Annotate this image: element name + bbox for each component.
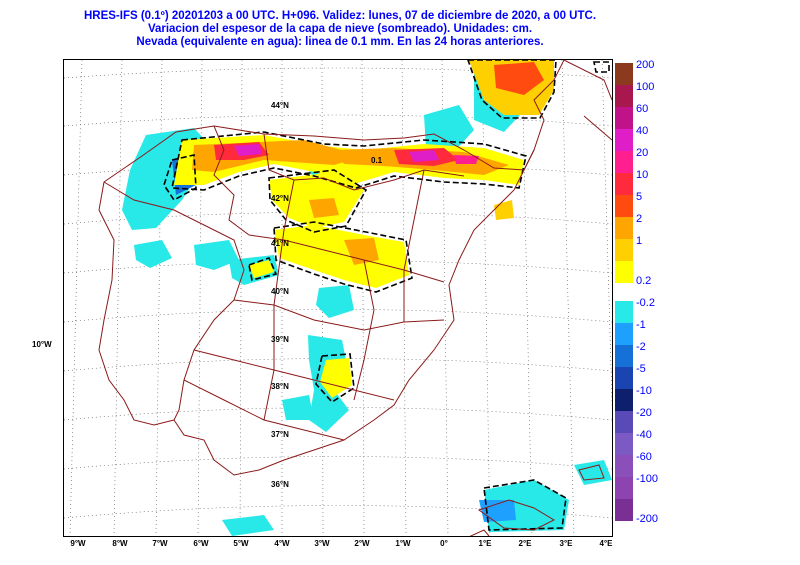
legend-label-neg-0: -0.2 xyxy=(636,297,655,309)
melt-area-mallorca-core xyxy=(479,500,516,522)
snow-area-gredos xyxy=(249,260,274,278)
legend-swatch-neg-2 xyxy=(615,345,633,367)
lon-label-5w: 5°W xyxy=(233,539,249,548)
legend-swatch-pos-0 xyxy=(615,63,633,85)
legend-swatch-neg-1 xyxy=(615,323,633,345)
legend-label-neg-8: -100 xyxy=(636,473,659,485)
legend-swatch-neg-6 xyxy=(615,433,633,455)
legend-label-pos-4: 20 xyxy=(636,147,649,159)
legend-swatch-neg-3 xyxy=(615,367,633,389)
snow-area-sistema-iberico xyxy=(274,225,409,288)
lon-label-4e: 4°E xyxy=(599,539,613,548)
legend-swatch-neg-0 xyxy=(615,301,633,323)
lon-label-2w: 2°W xyxy=(354,539,370,548)
legend-label-pos-5: 10 xyxy=(636,169,649,181)
snow-depth-map: 44°N 0.1 42°N 41°N 40°N 39°N 38°N 37°N 3… xyxy=(63,59,613,537)
legend-label-neg-4: -10 xyxy=(636,385,652,397)
legend-label-neg-7: -60 xyxy=(636,451,652,463)
coastline-borders xyxy=(98,60,612,536)
title-line-2: Variacion del espesor de la capa de niev… xyxy=(147,23,533,35)
legend-label-neg-2: -2 xyxy=(636,341,646,353)
lat-label-42n: 42°N xyxy=(271,194,289,203)
melt-area-madrid xyxy=(316,285,354,318)
legend-swatch-neg-9 xyxy=(615,499,633,521)
contour-label: 0.1 xyxy=(371,156,383,165)
legend-swatch-neg-7 xyxy=(615,455,633,477)
legend-swatch-pos-3 xyxy=(615,129,633,151)
lat-label-36n: 36°N xyxy=(271,480,289,489)
legend-swatch-pos-1 xyxy=(615,85,633,107)
lon-label-1w: 1°W xyxy=(395,539,411,548)
legend-label-pos-1: 100 xyxy=(636,81,655,93)
title-line-1: HRES-IFS (0.1º) 20201203 a 00 UTC. H+096… xyxy=(83,10,597,22)
legend-label-neg-3: -5 xyxy=(636,363,646,375)
snow-area-aragon-pink xyxy=(454,155,479,164)
legend-label-pos-7: 2 xyxy=(636,213,643,225)
legend-swatch-pos-4 xyxy=(615,151,633,173)
snow-area-pyrenees-red xyxy=(494,62,544,95)
legend-swatch-pos-5 xyxy=(615,173,633,195)
lon-label-4w: 4°W xyxy=(274,539,290,548)
lon-label-3w: 3°W xyxy=(314,539,330,548)
snow-area-navarra-magenta xyxy=(409,150,439,162)
lon-label-3e: 3°E xyxy=(559,539,573,548)
lat-label-37n: 37°N xyxy=(271,430,289,439)
lon-label-6w: 6°W xyxy=(193,539,209,548)
precip-contours xyxy=(163,60,610,531)
legend-label-pos-6: 5 xyxy=(636,191,643,203)
legend-label-neg-6: -40 xyxy=(636,429,652,441)
snow-shading xyxy=(122,60,612,536)
legend-label-pos-8: 1 xyxy=(636,235,643,247)
lat-label-38n: 38°N xyxy=(271,382,289,391)
legend-label-neg-1: -1 xyxy=(636,319,646,331)
melt-area-galicia xyxy=(134,240,172,268)
legend-swatch-neg-5 xyxy=(615,411,633,433)
lat-label-41n: 41°N xyxy=(271,239,289,248)
legend-label-pos-0: 200 xyxy=(636,59,655,71)
side-lon-label: 10°W xyxy=(32,340,52,349)
lon-label-8w: 8°W xyxy=(112,539,128,548)
legend-swatch-neg-4 xyxy=(615,389,633,411)
snow-area-catalonia xyxy=(494,200,514,220)
lat-label-39n: 39°N xyxy=(271,335,289,344)
lon-label-1e: 1°E xyxy=(478,539,492,548)
snow-area-burgos-orange xyxy=(309,198,339,218)
title-line-3: Nevada (equivalente en agua): linea de 0… xyxy=(136,36,544,48)
lon-label-9w: 9°W xyxy=(70,539,86,548)
lat-label-44n: 44°N xyxy=(271,101,289,110)
legend-label-pos-2: 60 xyxy=(636,103,649,115)
map-title: HRES-IFS (0.1º) 20201203 a 00 UTC. H+096… xyxy=(0,10,680,49)
legend-label-neg-5: -20 xyxy=(636,407,652,419)
legend-swatch-neg-8 xyxy=(615,477,633,499)
legend-swatch-pos-9 xyxy=(615,261,633,283)
legend-swatch-pos-6 xyxy=(615,195,633,217)
legend-label-pos-9: 0.2 xyxy=(636,275,652,287)
legend-label-neg-9: -200 xyxy=(636,513,659,525)
melt-area-andalusia-west xyxy=(282,395,314,420)
lat-label-40n: 40°N xyxy=(271,287,289,296)
legend-swatch-pos-8 xyxy=(615,239,633,261)
legend-swatch-pos-7 xyxy=(615,217,633,239)
legend-label-pos-3: 40 xyxy=(636,125,649,137)
lon-label-0: 0° xyxy=(440,539,448,548)
melt-area-leon xyxy=(194,240,239,270)
snow-area-picos-magenta xyxy=(234,144,262,156)
map-canvas xyxy=(64,60,612,536)
lon-label-7w: 7°W xyxy=(152,539,168,548)
lon-label-2e: 2°E xyxy=(518,539,532,548)
legend-swatch-pos-2 xyxy=(615,107,633,129)
melt-area-south-coast xyxy=(222,515,274,536)
snow-area-iberico-orange xyxy=(344,238,379,265)
